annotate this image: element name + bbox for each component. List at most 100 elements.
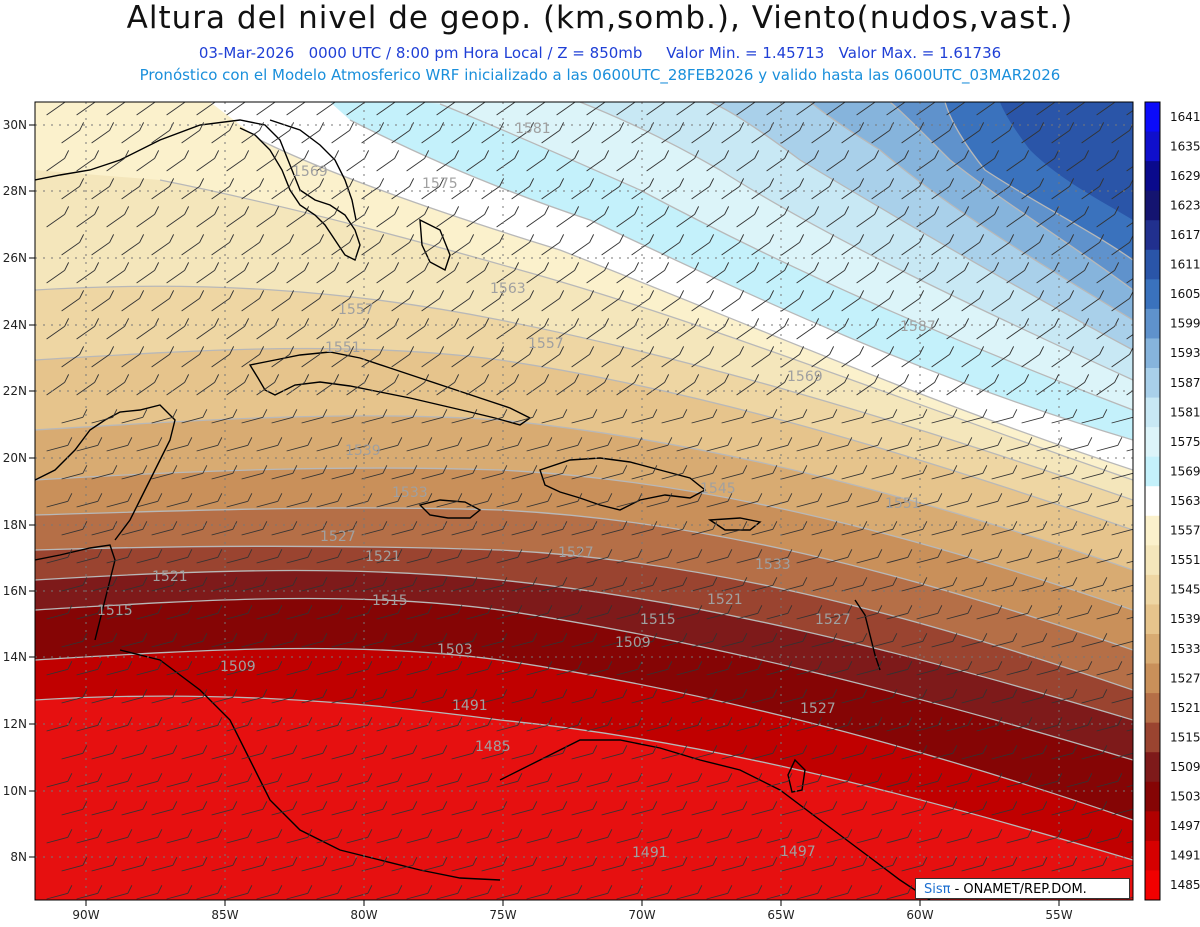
wind-barb (871, 808, 893, 816)
wind-barb-flag (964, 318, 970, 327)
wind-barb-flag (202, 801, 208, 810)
wind-barb-flag (454, 262, 460, 271)
wind-barb (1126, 560, 1133, 564)
wind-barb (196, 612, 218, 620)
wind-barb-flag (79, 234, 85, 243)
wind-barb-flag (637, 605, 643, 614)
wind-barb (556, 500, 578, 508)
wind-barb-flag (982, 465, 988, 474)
wind-barb (916, 158, 935, 172)
wind-barb-flag (772, 633, 778, 642)
wind-barb (811, 298, 830, 312)
wind-barb-flag (94, 150, 100, 159)
wind-barb (841, 298, 860, 312)
wind-barb (1081, 416, 1103, 424)
wind-barb (931, 696, 953, 704)
wind-barb (916, 326, 935, 340)
lon-label: 65W (767, 908, 794, 922)
wind-barb (271, 242, 290, 256)
wind-barb (871, 416, 893, 424)
wind-barb-flag (982, 857, 988, 866)
wind-barb (421, 696, 443, 704)
wind-barb (406, 556, 428, 564)
wind-barb-flag (334, 318, 340, 327)
wind-barb (946, 102, 965, 116)
wind-barb (1036, 668, 1058, 676)
wind-barb-flag (277, 493, 283, 502)
wind-barb (1006, 780, 1028, 788)
wind-barb (976, 102, 995, 116)
wind-barb-flag (949, 234, 955, 243)
wind-barb-flag (397, 437, 403, 446)
wind-barb (346, 270, 365, 284)
wind-barb (871, 298, 890, 312)
wind-barb (886, 724, 908, 732)
wind-barb-flag (457, 437, 463, 446)
wind-barb (451, 640, 473, 648)
wind-barb-flag (814, 374, 820, 383)
wind-barb-flag (367, 605, 373, 614)
wind-barb (241, 752, 263, 760)
wind-barb-flag (184, 318, 190, 327)
wind-barb-flag (784, 102, 786, 103)
wind-barb (916, 214, 935, 228)
wind-barb (886, 500, 908, 508)
wind-barb-flag (892, 689, 898, 698)
wind-barb-flag (532, 465, 538, 474)
wind-barb-flag (499, 290, 505, 299)
wind-barb-flag (499, 122, 505, 131)
wind-barb-flag (1117, 605, 1123, 614)
wind-barb (766, 668, 788, 676)
wind-barb-flag (484, 374, 490, 383)
wind-barb (241, 640, 263, 648)
wind-barb-flag (622, 689, 628, 698)
wind-barb-flag (742, 465, 748, 474)
wind-barb (886, 102, 905, 116)
wind-barb-flag (427, 605, 433, 614)
wind-barb-flag (199, 178, 205, 187)
wind-barb-flag (352, 577, 358, 586)
wind-barb (481, 472, 503, 480)
wind-barb (706, 326, 725, 340)
wind-barb (301, 808, 323, 816)
wind-barb (1006, 836, 1028, 844)
wind-barb (736, 158, 755, 172)
wind-barb-flag (877, 493, 883, 502)
wind-barb (901, 528, 923, 536)
wind-barb-flag (877, 717, 883, 726)
wind-barb-flag (532, 689, 538, 698)
wind-barb (886, 836, 908, 844)
wind-barb-flag (127, 773, 133, 782)
wind-barb (436, 444, 458, 452)
contour-label: 1521 (365, 549, 401, 565)
wind-barb (451, 298, 470, 312)
wind-barb (901, 298, 920, 312)
wind-barb-flag (682, 577, 688, 586)
wind-barb (736, 668, 758, 676)
wind-barb (1036, 780, 1058, 788)
gridlines (35, 102, 1133, 900)
wind-barb (991, 130, 1010, 144)
wind-barb-flag (319, 234, 325, 243)
contour-labels: 1581 1569 1575 1563 1557 1557 1551 1569 … (97, 121, 936, 861)
wind-barb-flag (817, 549, 823, 558)
wind-barb-flag (184, 374, 190, 383)
wind-barb-flag (634, 150, 640, 159)
wind-barb-flag (514, 374, 520, 383)
wind-barb-flag (604, 150, 610, 159)
wind-barb-flag (1117, 773, 1123, 782)
wind-barb-flag (997, 437, 1003, 446)
wind-barb-flag (712, 857, 718, 866)
wind-barb (226, 444, 248, 452)
wind-barb (1051, 528, 1073, 536)
wind-barb-flag (787, 773, 793, 782)
wind-barb-flag (757, 437, 763, 446)
wind-barb-flag (277, 661, 283, 670)
wind-barb (1081, 696, 1103, 704)
wind-barb-flag (1069, 346, 1075, 355)
wind-barb-flag (67, 493, 73, 502)
wind-barb (46, 724, 68, 732)
wind-barb-flag (217, 605, 223, 614)
wind-barb-flag (307, 549, 313, 558)
wind-barb (166, 612, 188, 620)
